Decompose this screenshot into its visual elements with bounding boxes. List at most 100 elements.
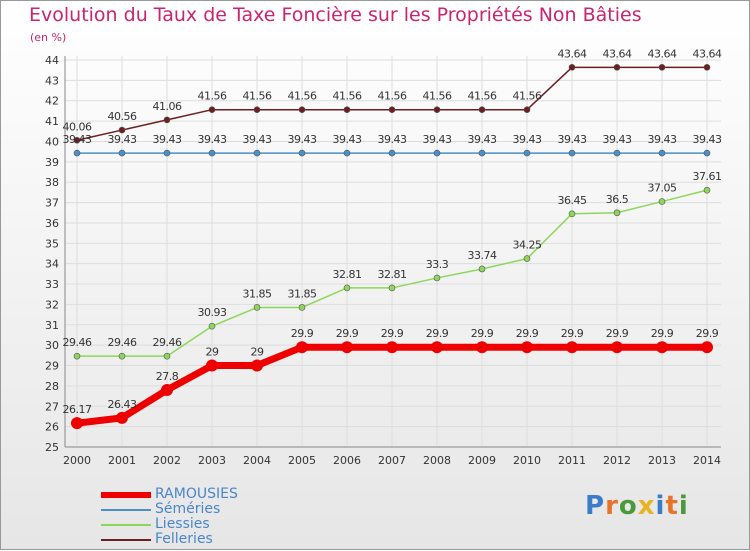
data-label-felleries: 41.56 (198, 90, 227, 103)
data-point-liessies (343, 284, 351, 292)
y-tick-label: 31 (45, 319, 59, 332)
data-point-felleries (208, 106, 216, 113)
x-tick-label: 2006 (333, 454, 361, 467)
legend-label-felleries: Felleries (155, 531, 213, 547)
y-tick-label: 37 (45, 197, 59, 210)
chart-title: Evolution du Taux de Taxe Foncière sur l… (29, 4, 642, 26)
y-tick-label: 30 (45, 339, 59, 352)
legend-item-semeries[interactable]: Séméries (101, 502, 301, 517)
legend: RAMOUSIES Séméries Liessies Felleries (101, 487, 301, 547)
data-point-semeries (118, 149, 126, 157)
data-point-liessies (298, 304, 306, 311)
data-label-felleries: 41.06 (153, 100, 182, 113)
data-label-liessies: 33.3 (426, 258, 449, 271)
data-label-felleries: 41.56 (378, 90, 407, 103)
data-point-semeries (208, 149, 216, 157)
logo-letter: P (585, 491, 606, 521)
data-label-semeries: 39.43 (198, 133, 227, 146)
x-tick-label: 2001 (108, 454, 136, 467)
data-label-ramousies: 29.9 (336, 327, 359, 340)
data-point-felleries (433, 106, 441, 113)
data-point-liessies (703, 186, 711, 194)
legend-swatch-liessies (101, 524, 151, 526)
data-label-ramousies: 29.9 (696, 327, 719, 340)
data-label-felleries: 41.56 (288, 90, 317, 103)
data-label-felleries: 43.64 (603, 47, 632, 60)
proxiti-logo: Proxiti (585, 491, 689, 521)
data-point-felleries (478, 106, 486, 113)
x-tick-label: 2012 (603, 454, 631, 467)
data-label-felleries: 43.64 (648, 47, 677, 60)
data-point-liessies (208, 322, 216, 330)
data-label-ramousies: 29.9 (381, 327, 404, 340)
legend-item-liessies[interactable]: Liessies (101, 517, 301, 532)
data-point-felleries (523, 106, 531, 113)
data-label-liessies: 29.46 (153, 336, 182, 349)
y-tick-label: 39 (45, 156, 59, 169)
data-point-ramousies (656, 341, 668, 354)
data-point-liessies (478, 265, 486, 273)
y-tick-label: 36 (45, 217, 59, 230)
data-label-ramousies: 29.9 (426, 327, 449, 340)
data-point-ramousies (116, 411, 128, 424)
data-point-ramousies (206, 359, 218, 372)
data-label-liessies: 36.45 (558, 194, 587, 207)
data-label-semeries: 39.43 (423, 133, 452, 146)
logo-letter: i (678, 491, 689, 521)
data-point-semeries (73, 149, 81, 157)
data-point-ramousies (701, 341, 713, 354)
y-tick-label: 33 (45, 278, 59, 291)
data-point-ramousies (566, 341, 578, 354)
y-tick-label: 29 (45, 360, 59, 373)
data-point-ramousies (611, 341, 623, 354)
y-tick-label: 40 (45, 135, 59, 148)
y-tick-label: 35 (45, 237, 59, 250)
logo-letter: r (605, 491, 619, 521)
y-tick-label: 27 (45, 400, 59, 413)
x-tick-label: 2007 (378, 454, 406, 467)
data-label-semeries: 39.43 (468, 133, 497, 146)
data-label-liessies: 33.74 (468, 249, 497, 262)
data-label-semeries: 39.43 (288, 133, 317, 146)
data-point-ramousies (161, 383, 173, 396)
data-label-semeries: 39.43 (513, 133, 542, 146)
data-label-liessies: 29.46 (108, 336, 137, 349)
data-point-ramousies (251, 359, 263, 372)
data-label-felleries: 41.56 (243, 90, 272, 103)
legend-item-ramousies[interactable]: RAMOUSIES (101, 487, 301, 502)
data-label-liessies: 37.61 (693, 170, 722, 183)
data-point-liessies (253, 304, 261, 311)
data-point-semeries (253, 149, 261, 157)
data-point-ramousies (476, 341, 488, 354)
data-label-ramousies: 26.17 (63, 403, 92, 416)
data-point-felleries (703, 64, 711, 71)
data-point-felleries (343, 106, 351, 113)
data-label-felleries: 40.06 (63, 120, 92, 133)
data-point-felleries (118, 126, 126, 134)
x-tick-label: 2003 (198, 454, 226, 467)
data-point-liessies (118, 352, 126, 360)
data-point-felleries (163, 116, 171, 124)
logo-letter: t (665, 491, 679, 521)
data-point-semeries (703, 149, 711, 157)
x-tick-label: 2008 (423, 454, 451, 467)
x-tick-label: 2009 (468, 454, 496, 467)
data-label-semeries: 39.43 (693, 133, 722, 146)
data-label-liessies: 37.05 (648, 182, 677, 195)
logo-letter: i (655, 491, 666, 521)
legend-label-liessies: Liessies (155, 516, 210, 532)
data-point-ramousies (71, 417, 83, 430)
legend-swatch-semeries (101, 509, 151, 511)
x-tick-label: 2010 (513, 454, 541, 467)
legend-swatch-ramousies (101, 492, 151, 498)
data-label-felleries: 41.56 (513, 90, 542, 103)
data-point-ramousies (521, 341, 533, 354)
x-tick-label: 2013 (648, 454, 676, 467)
data-point-liessies (163, 352, 171, 360)
data-point-ramousies (386, 341, 398, 354)
legend-item-felleries[interactable]: Felleries (101, 532, 301, 547)
data-label-liessies: 31.85 (243, 287, 272, 300)
data-label-felleries: 41.56 (333, 90, 362, 103)
